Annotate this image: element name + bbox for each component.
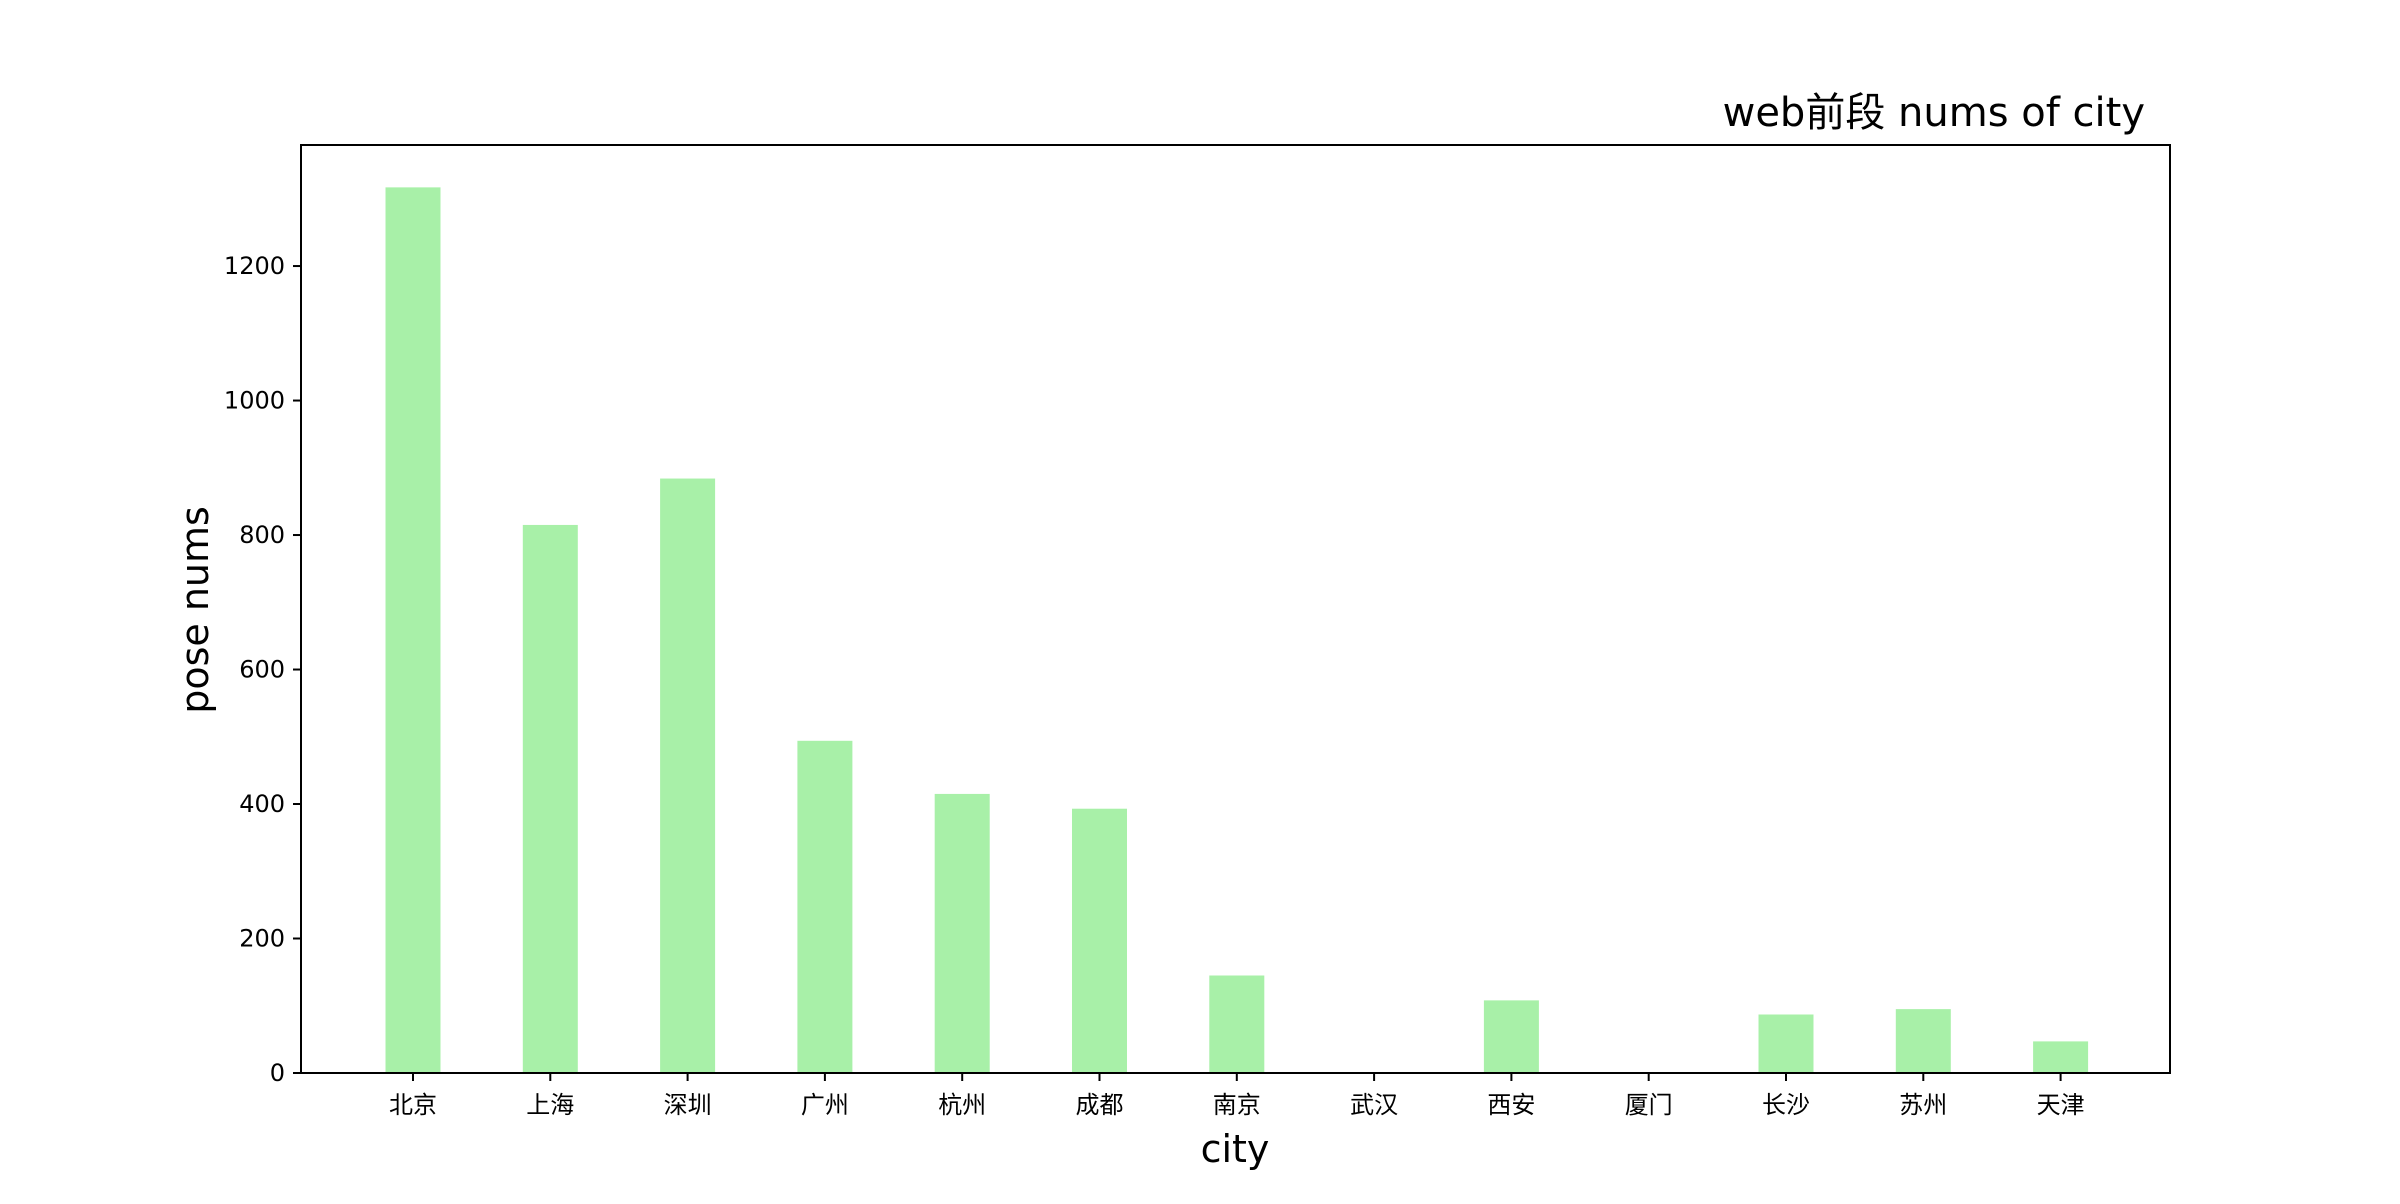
bar-5 [1072, 808, 1127, 1073]
y-tick-label: 1000 [224, 387, 285, 415]
x-tick-label: 长沙 [1762, 1091, 1810, 1119]
chart-title: web前段 nums of city [1723, 90, 2145, 136]
x-axis: 北京 上海 深圳 广州 杭州 成都 南京 武汉 西安 厦门 长沙 苏州 天津 [389, 1073, 2085, 1119]
x-tick-label: 西安 [1487, 1091, 1535, 1119]
x-axis-title: city [1201, 1127, 1270, 1171]
bar-10 [1758, 1014, 1814, 1073]
bar-6 [1209, 975, 1265, 1073]
x-tick-label: 天津 [2037, 1091, 2085, 1119]
x-tick-label: 南京 [1213, 1091, 1261, 1119]
bar-4 [934, 793, 990, 1073]
x-tick-label: 上海 [526, 1091, 574, 1119]
y-axis-title: pose nums [173, 506, 217, 714]
x-tick-label: 苏州 [1899, 1091, 1947, 1119]
x-tick-label: 武汉 [1350, 1091, 1398, 1119]
bars-layer [385, 187, 2089, 1074]
x-tick-label: 杭州 [938, 1091, 986, 1119]
bar-11 [1895, 1009, 1951, 1073]
x-tick-label: 北京 [389, 1091, 437, 1119]
y-tick-label: 200 [239, 925, 285, 953]
bar-0 [385, 187, 441, 1073]
bar-8 [1483, 1000, 1539, 1073]
bar-3 [797, 740, 853, 1073]
y-tick-label: 600 [239, 656, 285, 684]
y-tick-label: 1200 [224, 252, 285, 280]
y-axis: 0 200 400 600 800 1000 1200 [224, 252, 301, 1087]
bar-12 [2033, 1041, 2089, 1073]
y-tick-label: 400 [239, 790, 285, 818]
x-tick-label: 成都 [1076, 1091, 1124, 1119]
y-tick-label: 0 [270, 1059, 285, 1087]
bar-1 [522, 524, 578, 1073]
y-tick-label: 800 [239, 521, 285, 549]
x-tick-label: 深圳 [664, 1091, 712, 1119]
x-tick-label: 厦门 [1625, 1091, 1673, 1119]
bar-2 [660, 478, 716, 1074]
plot-frame [300, 144, 2171, 1074]
x-tick-label: 广州 [801, 1091, 849, 1119]
